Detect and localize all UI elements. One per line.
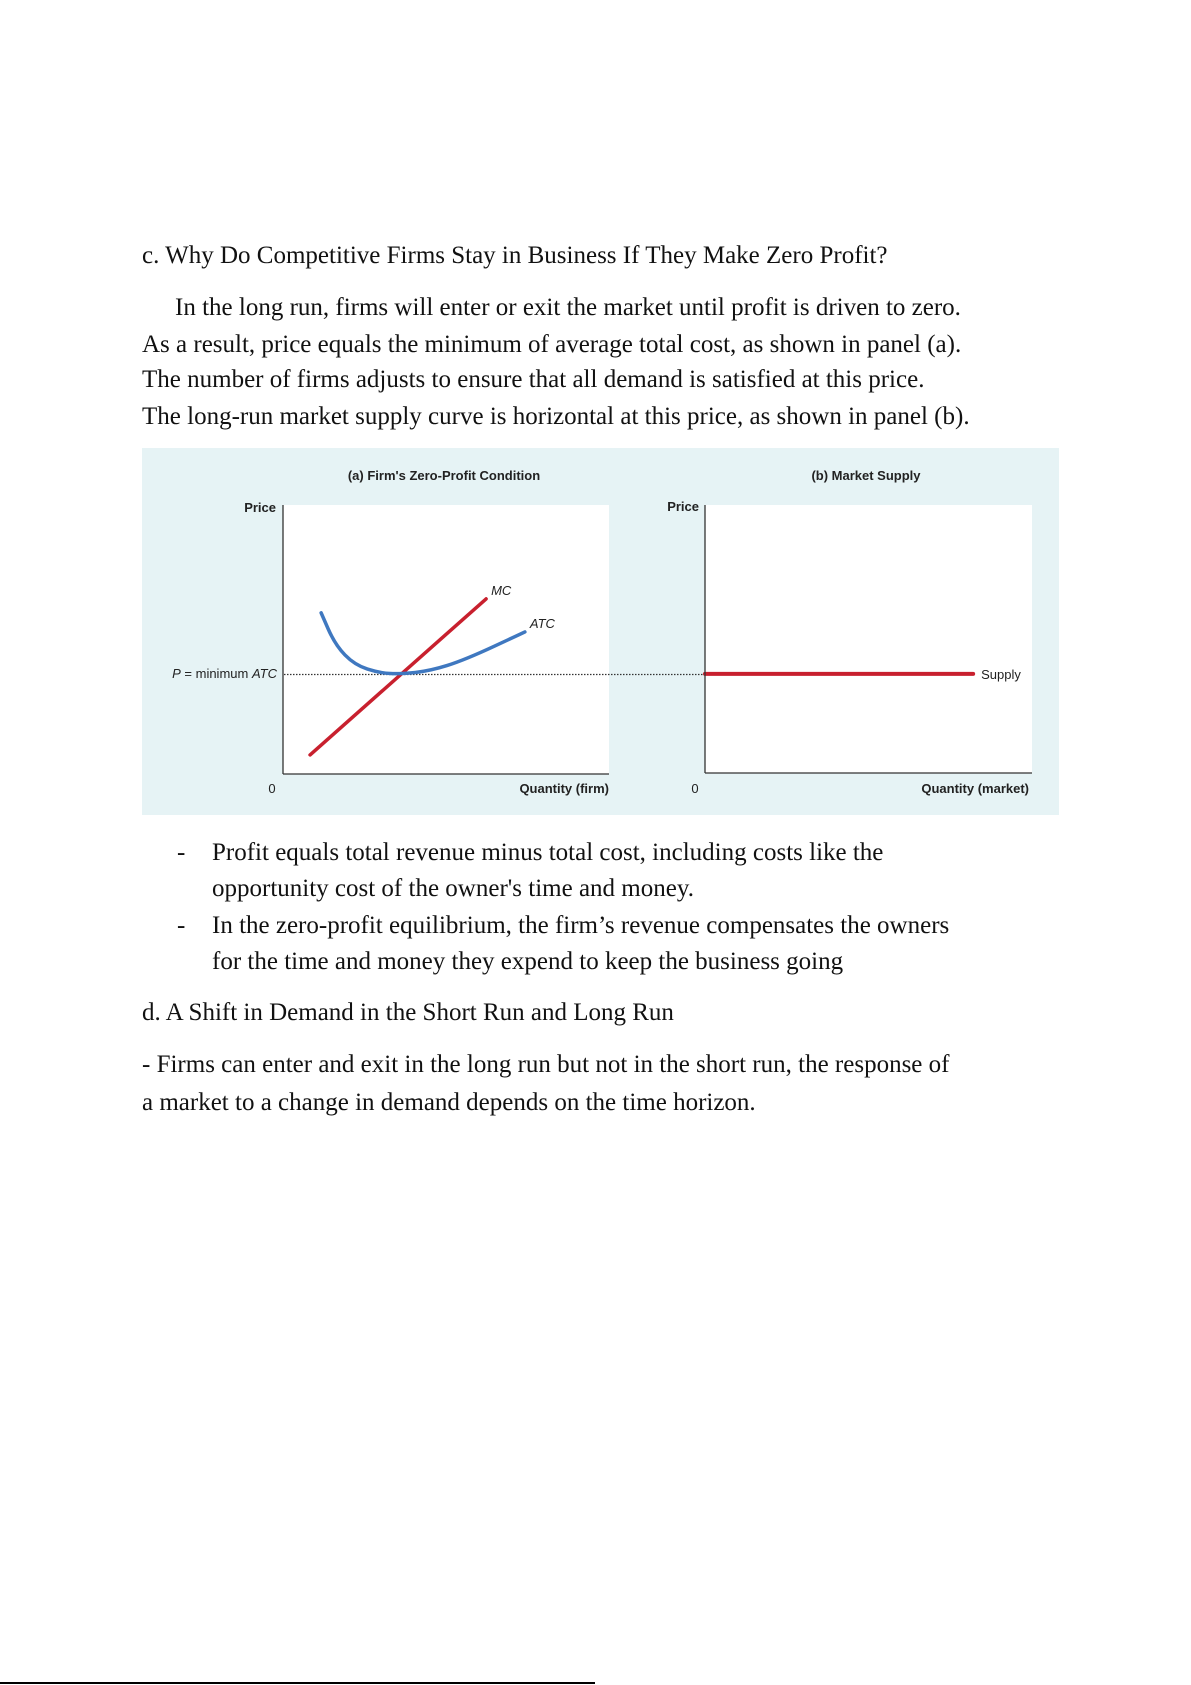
page-bottom-rule [0,1682,595,1684]
section-c-heading: c. Why Do Competitive Firms Stay in Busi… [142,242,888,269]
price-level-label: P = minimum ATC [172,666,277,681]
paragraph-line: The number of firms adjusts to ensure th… [142,366,925,393]
bullet-text: Profit equals total revenue minus total … [212,839,884,866]
paragraph-line: - Firms can enter and exit in the long r… [142,1051,950,1078]
panel-b-plot-area [705,505,1032,773]
bullet-text: In the zero-profit equilibrium, the firm… [212,912,950,939]
panel-b-origin-label: 0 [691,781,698,796]
bullet-text: for the time and money they expend to ke… [212,948,844,975]
panel-a-title: (a) Firm's Zero-Profit Condition [348,468,540,483]
bullet-text: opportunity cost of the owner's time and… [212,875,694,902]
paragraph-line: As a result, price equals the minimum of… [142,331,962,358]
mc-label: MC [491,583,512,598]
bullet-marker: - [177,839,186,866]
panel-a-origin-label: 0 [268,781,275,796]
mc-curve [308,597,488,757]
panel-b-x-axis-label: Quantity (market) [921,781,1029,796]
bullet-marker: - [177,912,186,939]
supply-label: Supply [981,667,1021,682]
atc-label: ATC [529,616,556,631]
panel-b-y-axis-label: Price [667,499,699,514]
paragraph-line: In the long run, firms will enter or exi… [175,294,961,321]
paragraph-line: a market to a change in demand depends o… [142,1089,756,1116]
atc-curve [319,611,527,676]
paragraph-line: The long-run market supply curve is hori… [142,403,970,430]
panel-a-y-axis-label: Price [244,500,276,515]
section-d-heading: d. A Shift in Demand in the Short Run an… [142,999,674,1026]
panel-b-title: (b) Market Supply [811,468,921,483]
panel-a-x-axis-label: Quantity (firm) [519,781,609,796]
